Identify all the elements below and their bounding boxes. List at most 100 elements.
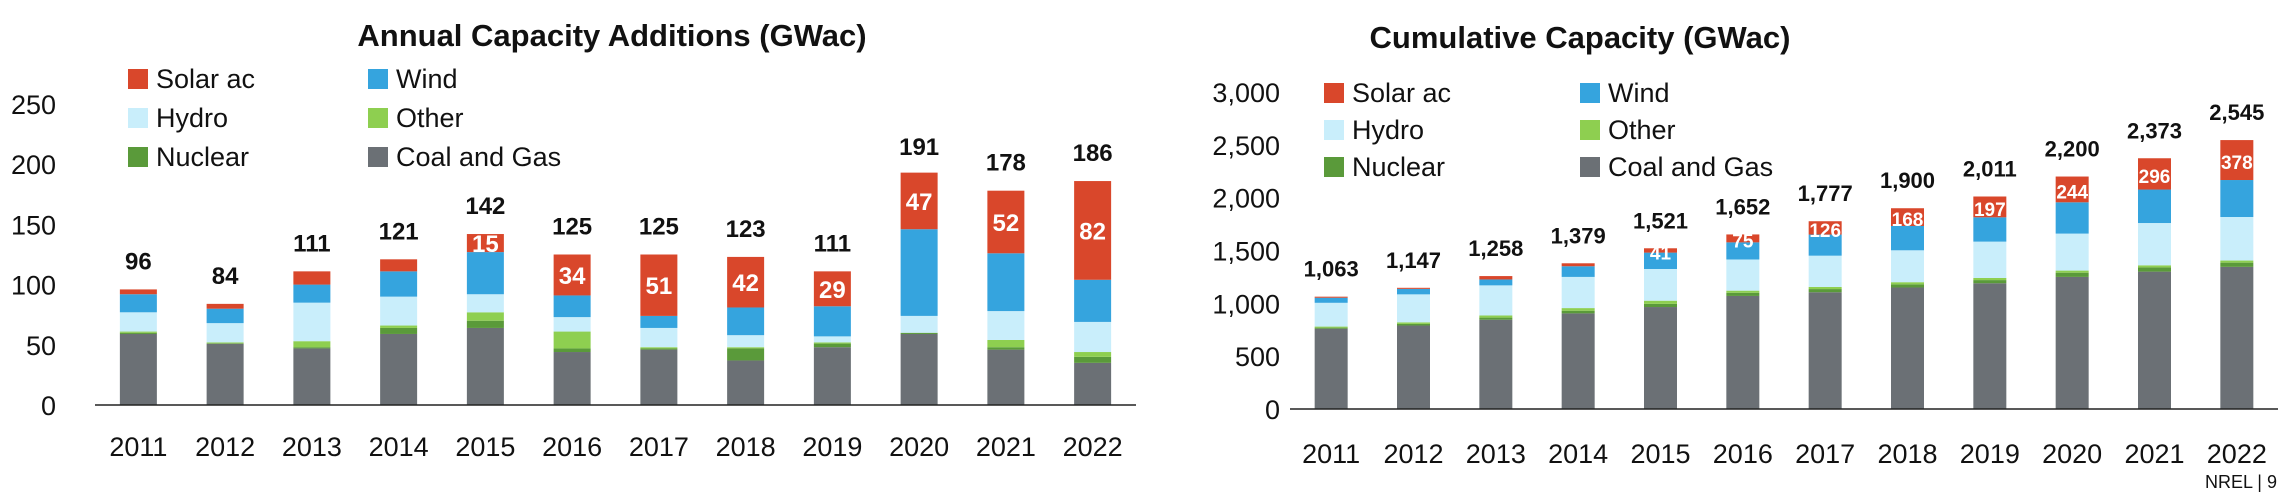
x-tick-label: 2018 (1877, 439, 1937, 469)
bar-segment-solar (293, 271, 331, 285)
legend-label: Other (1608, 115, 1676, 145)
y-tick-label: 250 (11, 90, 56, 120)
bar-segment-hydro (1891, 250, 1924, 283)
bar-segment-coal-gas (813, 347, 851, 405)
x-tick-label: 2011 (109, 432, 167, 462)
total-data-label: 1,063 (1304, 257, 1359, 282)
annual-additions-panel: Annual Capacity Additions (GWac) 0 50 100 15… (11, 18, 1136, 462)
bar-segment-wind (1644, 252, 1677, 269)
bar-segment-nuclear (1808, 289, 1842, 293)
bar-segment-solar (987, 190, 1025, 254)
bar-segment-coal-gas (119, 333, 157, 405)
bar-segment-solar (119, 289, 157, 295)
bar-segment-other (2138, 265, 2171, 268)
total-data-label: 2,200 (2045, 137, 2100, 162)
bar-segment-other (2055, 270, 2089, 273)
bar-segment-other (119, 331, 157, 333)
x-tick-label: 2017 (629, 432, 689, 462)
bar-segment-other (553, 331, 591, 349)
bar-segment-nuclear (813, 343, 851, 348)
legend-label: Coal and Gas (396, 142, 561, 172)
bar-segment-hydro (2138, 223, 2171, 266)
cumulative-capacity-chart: Cumulative Capacity (GWac) 0 500 1,000 1,500… (1212, 20, 2278, 469)
bar-segment-hydro (119, 312, 157, 332)
bar-segment-wind (293, 284, 331, 303)
bar-segment-other (987, 339, 1025, 348)
bar-segment-wind (640, 315, 678, 328)
bar-segment-hydro (380, 296, 418, 326)
bar-segment-coal-gas (1808, 292, 1842, 409)
total-data-label: 84 (212, 263, 239, 290)
y-tick-label: 100 (11, 271, 56, 301)
bar-segment-coal-gas (1479, 319, 1513, 409)
legend-swatch-solar (1324, 83, 1344, 103)
bar-segment-nuclear (553, 348, 591, 353)
y-tick-label: 50 (26, 331, 56, 361)
bar-segment-wind (2220, 180, 2254, 218)
x-tick-label: 2020 (889, 432, 949, 462)
bar-segment-hydro (553, 317, 591, 332)
legend-label: Solar ac (1352, 78, 1451, 108)
x-tick-label: 2012 (1383, 439, 1443, 469)
bar-segment-other (640, 347, 678, 349)
x-tick-label: 2021 (2124, 439, 2184, 469)
bar-segment-wind (553, 295, 591, 318)
bar-segment-solar (1808, 221, 1842, 235)
solar-data-label: 168 (1892, 210, 1924, 231)
bar-segment-wind (2138, 189, 2171, 224)
bar-segment-coal-gas (206, 343, 244, 405)
total-data-label: 2,011 (1963, 157, 2017, 182)
bar-segment-hydro (640, 327, 678, 348)
x-tick-label: 2015 (1630, 439, 1690, 469)
bar-segment-solar (1726, 234, 1760, 243)
bar-segment-coal-gas (2138, 271, 2171, 409)
legend-swatch-wind (1580, 83, 1600, 103)
bar-segment-coal-gas (1891, 287, 1924, 409)
x-tick-label: 2019 (802, 432, 862, 462)
bar-segment-other (206, 342, 244, 344)
bar-segment-solar (1973, 196, 2007, 218)
total-data-label: 1,521 (1633, 208, 1688, 233)
bar-segment-coal-gas (2220, 266, 2254, 409)
solar-data-label: 34 (559, 263, 586, 290)
cumulative-capacity-panel: Cumulative Capacity (GWac) 0 500 1,000 1,500… (1150, 0, 2291, 499)
total-data-label: 1,379 (1551, 223, 1606, 248)
y-tick-label: 200 (11, 150, 56, 180)
bar-segment-solar (1397, 287, 1430, 289)
legend-label: Nuclear (156, 142, 249, 172)
bar-segment-other (813, 342, 851, 344)
bar-segment-solar (727, 256, 765, 308)
solar-data-label: 47 (906, 189, 933, 216)
legend-label: Wind (396, 64, 458, 94)
bar-segment-other (1726, 290, 1760, 293)
legend-label: Coal and Gas (1608, 152, 1773, 182)
legend-swatch-nuclear (1324, 157, 1344, 177)
bar-segment-coal-gas (1314, 328, 1348, 409)
bar-segment-other (1891, 282, 1924, 285)
solar-data-label: 296 (2139, 167, 2171, 188)
bar-segment-coal-gas (2055, 276, 2089, 409)
bar-segment-solar (466, 234, 504, 253)
bar-segment-nuclear (900, 332, 938, 334)
x-tick-label: 2015 (455, 432, 515, 462)
bar-segment-hydro (1644, 268, 1677, 301)
bar-segment-coal-gas (293, 348, 331, 405)
solar-data-label: 52 (993, 210, 1020, 237)
bar-segment-other (1074, 352, 1112, 357)
total-data-label: 178 (986, 150, 1026, 177)
bar-segment-wind (1314, 297, 1348, 303)
bar-segment-other (1808, 286, 1842, 290)
bar-segment-wind (1397, 288, 1430, 295)
x-tick-label: 2013 (282, 432, 342, 462)
solar-data-label: 244 (2056, 182, 2088, 203)
bar-segment-coal-gas (1973, 283, 2007, 409)
bar-segment-coal-gas (1726, 295, 1760, 409)
bar-segment-nuclear (1074, 356, 1112, 363)
bar-segment-nuclear (2138, 267, 2171, 272)
bar-segment-nuclear (1726, 292, 1760, 296)
bar-segment-nuclear (119, 332, 157, 334)
bar-segment-coal-gas (987, 349, 1025, 405)
y-tick-label: 0 (1265, 395, 1280, 425)
bar-segment-coal-gas (640, 349, 678, 405)
x-tick-label: 2012 (195, 432, 255, 462)
